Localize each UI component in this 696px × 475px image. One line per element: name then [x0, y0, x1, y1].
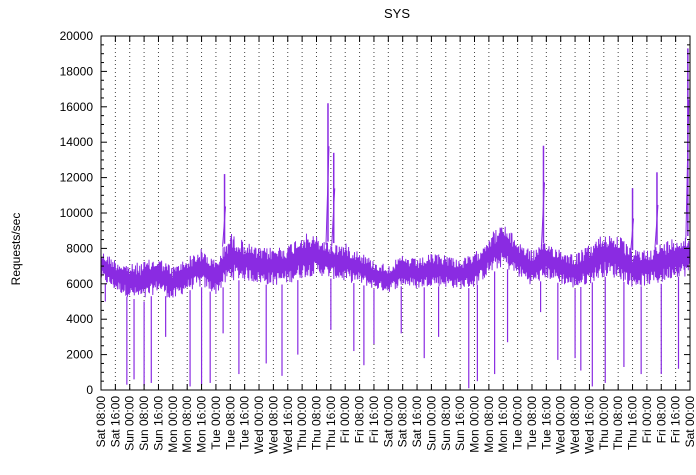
chart-title: SYS: [384, 6, 410, 21]
grid-lines: [114, 36, 677, 390]
series-peak: [685, 99, 690, 240]
plot-frame: [100, 35, 691, 391]
x-tick-label: Sun 16:00: [151, 396, 165, 451]
series-line: [100, 226, 691, 298]
x-tick-label: Sat 08:00: [94, 396, 108, 448]
x-tick-label: Fri 16:00: [367, 396, 381, 444]
x-tick-label: Tue 08:00: [223, 396, 237, 450]
x-tick-label: Wed 08:00: [568, 396, 582, 454]
x-tick-label: Mon 16:00: [496, 396, 510, 453]
y-tick-label: 12000: [60, 171, 94, 185]
series-peak: [630, 218, 635, 254]
x-tick-label: Sun 08:00: [439, 396, 453, 451]
series-peak: [331, 188, 336, 247]
x-tick-label: Tue 16:00: [539, 396, 553, 450]
x-tick-label: Sun 00:00: [123, 396, 137, 451]
data-series: [100, 48, 691, 389]
y-tick-label: 10000: [60, 206, 94, 220]
axis-ticks: 0 2000 4000 6000 8000 10000 12000 14000 16000 180…: [60, 29, 696, 454]
x-tick-label: Thu 00:00: [597, 396, 611, 450]
y-tick-label: 8000: [66, 241, 93, 255]
x-tick-label: Mon 08:00: [180, 396, 194, 453]
x-tick-label: Sat 16:00: [410, 396, 424, 448]
x-tick-label: Thu 16:00: [626, 396, 640, 450]
x-tick-label: Tue 08:00: [525, 396, 539, 450]
x-tick-label: Sun 08:00: [137, 396, 151, 451]
x-tick-label: Sat 00:00: [683, 396, 696, 448]
x-tick-label: Mon 08:00: [482, 396, 496, 453]
series-peak: [654, 204, 659, 248]
x-tick-label: Thu 16:00: [324, 396, 338, 450]
x-tick-label: Tue 00:00: [511, 396, 525, 450]
x-tick-label: Sat 00:00: [381, 396, 395, 448]
x-tick-label: Wed 00:00: [554, 396, 568, 454]
x-tick-label: Fri 00:00: [338, 396, 352, 444]
x-tick-label: Fri 08:00: [353, 396, 367, 444]
x-tick-label: Fri 16:00: [669, 396, 683, 444]
x-tick-label: Thu 00:00: [295, 396, 309, 450]
x-tick-label: Sat 16:00: [108, 396, 122, 448]
x-tick-label: Sun 00:00: [424, 396, 438, 451]
series-peak: [222, 206, 227, 247]
x-tick-label: Sat 08:00: [396, 396, 410, 448]
x-tick-label: Thu 08:00: [309, 396, 323, 450]
series-peak: [540, 182, 545, 247]
y-tick-label: 6000: [66, 277, 93, 291]
x-tick-label: Fri 08:00: [654, 396, 668, 444]
x-tick-label: Mon 00:00: [166, 396, 180, 453]
y-tick-label: 14000: [60, 135, 94, 149]
x-tick-label: Wed 00:00: [252, 396, 266, 454]
series-peak: [325, 146, 330, 245]
x-tick-label: Thu 08:00: [611, 396, 625, 450]
y-tick-label: 0: [86, 383, 93, 397]
y-tick-label: 4000: [66, 312, 93, 326]
x-tick-label: Mon 00:00: [468, 396, 482, 453]
y-tick-label: 18000: [60, 64, 94, 78]
y-tick-label: 2000: [66, 348, 93, 362]
x-tick-label: Wed 16:00: [281, 396, 295, 454]
x-tick-label: Wed 08:00: [266, 396, 280, 454]
x-tick-label: Wed 16:00: [582, 396, 596, 454]
y-axis-label: Requests/sec: [9, 213, 23, 286]
x-tick-label: Sun 16:00: [453, 396, 467, 451]
x-tick-label: Tue 16:00: [238, 396, 252, 450]
x-tick-label: Fri 00:00: [640, 396, 654, 444]
y-tick-label: 20000: [60, 29, 94, 43]
y-tick-label: 16000: [60, 100, 94, 114]
x-tick-label: Tue 00:00: [209, 396, 223, 450]
x-tick-label: Mon 16:00: [195, 396, 209, 453]
